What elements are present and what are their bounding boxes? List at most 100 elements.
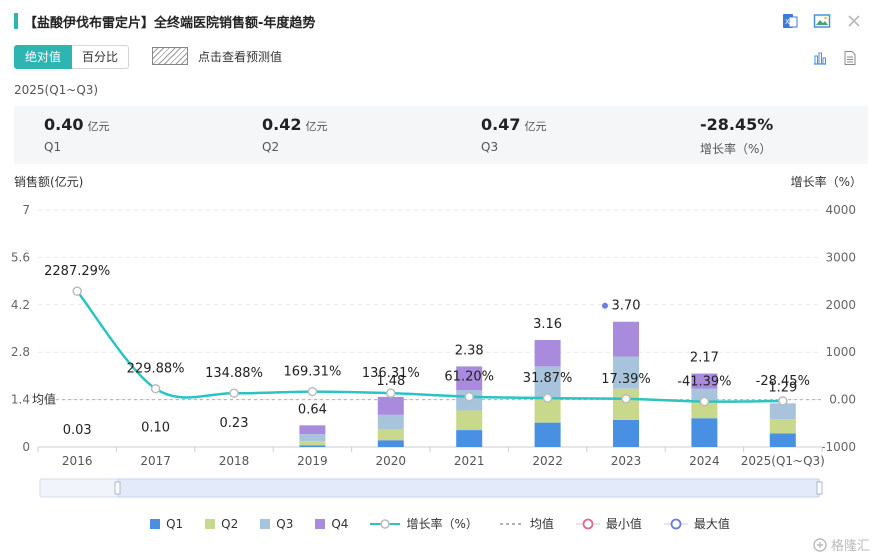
bar-total-label: 2.17 bbox=[690, 351, 719, 366]
title-accent bbox=[14, 13, 18, 29]
bar-total-label: 1.48 bbox=[376, 374, 405, 389]
bar-segment-q4 bbox=[377, 396, 404, 415]
bar-segment-q1 bbox=[534, 422, 561, 447]
y-tick-label: 5.6 bbox=[11, 250, 30, 264]
legend-symbol bbox=[370, 518, 401, 530]
growth-point bbox=[307, 386, 318, 397]
bar-chart-icon[interactable] bbox=[810, 48, 830, 68]
bar-total-label: 2.38 bbox=[455, 343, 484, 358]
page-title: 【盐酸伊伐布雷定片】全终端医院销售额-年度趋势 bbox=[24, 16, 316, 31]
legend-label: 均值 bbox=[529, 517, 554, 531]
legend-item-q1[interactable]: Q1 bbox=[150, 515, 183, 532]
growth-label: -41.39% bbox=[677, 375, 731, 390]
summary-label: Q2 bbox=[262, 140, 280, 154]
bar-segment-q4 bbox=[691, 373, 718, 389]
growth-label: 134.88% bbox=[205, 366, 263, 381]
summary-label: Q1 bbox=[44, 140, 62, 154]
x-tick-label: 2025(Q1~Q3) bbox=[741, 454, 825, 468]
bar-total-label: 0.64 bbox=[298, 402, 327, 417]
bar-segment-q1 bbox=[377, 440, 404, 447]
legend-label: 最小值 bbox=[605, 517, 642, 531]
bar-total-label: 1.29 bbox=[768, 380, 797, 395]
y-tick-right-label: 3000 bbox=[825, 250, 856, 264]
summary-q2: 0.42 亿元 Q2 bbox=[262, 115, 327, 154]
forecast-label: 点击查看预测值 bbox=[198, 49, 283, 64]
x-tick-label: 2018 bbox=[219, 454, 250, 468]
legend-item-q2[interactable]: Q2 bbox=[205, 515, 238, 532]
y-tick-label: 7 bbox=[22, 203, 30, 217]
bar-segment-q4 bbox=[456, 366, 483, 391]
bar-segment-q3 bbox=[613, 356, 639, 389]
y-tick-label: 4.2 bbox=[11, 298, 30, 312]
bar-segment-q2 bbox=[299, 441, 326, 446]
bar-total-label: 0.10 bbox=[141, 421, 170, 436]
bar-segment-q2 bbox=[456, 410, 483, 431]
bar-segment-q2 bbox=[613, 388, 639, 420]
legend-label: Q2 bbox=[221, 516, 239, 531]
range-slider-window bbox=[117, 478, 819, 498]
bar-segment-q1 bbox=[691, 418, 718, 447]
close-icon[interactable] bbox=[844, 11, 864, 31]
x-tick-label: 2019 bbox=[297, 454, 328, 468]
bar-segment-q1 bbox=[299, 445, 326, 447]
bar-segment-q2 bbox=[691, 401, 718, 419]
growth-point bbox=[386, 388, 396, 398]
legend-item-q4[interactable]: Q4 bbox=[315, 515, 348, 532]
y-tick-label: 1.4 bbox=[11, 393, 30, 407]
growth-label: 61.20% bbox=[444, 370, 494, 385]
watermark-logo-icon bbox=[813, 537, 827, 552]
table-icon[interactable] bbox=[840, 48, 860, 68]
absolute-value-tab[interactable]: 绝对值 bbox=[14, 45, 73, 69]
growth-point bbox=[699, 396, 710, 407]
legend-item-growth[interactable]: 增长率（%） bbox=[370, 515, 478, 532]
bar-segment-q1 bbox=[769, 433, 796, 447]
growth-label: 17.39% bbox=[601, 372, 651, 387]
image-icon[interactable] bbox=[812, 11, 832, 31]
excel-icon[interactable]: X bbox=[780, 11, 800, 31]
bar-segment-q2 bbox=[377, 429, 404, 441]
svg-text:X: X bbox=[785, 18, 790, 26]
y-tick-right-label: -1000 bbox=[821, 440, 856, 454]
summary-unit: 亿元 bbox=[305, 120, 328, 133]
forecast-toggle[interactable]: 点击查看预测值 bbox=[152, 47, 282, 65]
summary-value: 0.40 bbox=[44, 115, 84, 134]
legend-symbol bbox=[663, 518, 688, 530]
legend-label: Q4 bbox=[331, 516, 349, 531]
legend-symbol bbox=[205, 518, 216, 529]
y-tick-right-label: 2000 bbox=[825, 298, 856, 312]
growth-point bbox=[621, 394, 631, 404]
legend-item-min[interactable]: 最小值 bbox=[575, 515, 642, 532]
summary-q3: 0.47 亿元 Q3 bbox=[481, 115, 546, 154]
growth-point bbox=[464, 391, 474, 402]
y-axis-title: 销售额(亿元) bbox=[14, 174, 83, 189]
summary-value: 0.42 bbox=[262, 115, 302, 134]
bar-total-label: 0.23 bbox=[220, 416, 249, 431]
summary-growth: -28.45% 增长率（%） bbox=[700, 115, 773, 157]
y-tick-right-label: 0.00 bbox=[829, 393, 856, 407]
bar-segment-q1 bbox=[456, 430, 483, 447]
bar-total-label: 3.70 bbox=[612, 299, 641, 314]
growth-point bbox=[72, 286, 82, 296]
percentage-tab[interactable]: 百分比 bbox=[72, 45, 130, 69]
legend-item-q3[interactable]: Q3 bbox=[260, 515, 293, 532]
summary-value: -28.45% bbox=[700, 115, 774, 134]
value-mode-toggle: 绝对值 百分比 bbox=[14, 45, 130, 69]
legend-symbol bbox=[260, 518, 271, 529]
summary-label: Q3 bbox=[481, 140, 499, 154]
x-tick-label: 2022 bbox=[532, 454, 563, 468]
legend-symbol bbox=[150, 518, 161, 529]
watermark: 格隆汇 bbox=[813, 535, 870, 554]
bar-total-label: 3.16 bbox=[533, 317, 562, 332]
mean-label: 均值 bbox=[32, 392, 56, 407]
bar-segment-q4 bbox=[534, 340, 561, 367]
forecast-hatch-swatch bbox=[152, 47, 188, 65]
y-axis-right-title: 增长率（%） bbox=[791, 174, 862, 189]
y-tick-label: 2.8 bbox=[11, 345, 30, 359]
growth-label: 2287.29% bbox=[44, 264, 110, 279]
bar-segment-q3 bbox=[769, 403, 796, 420]
legend-item-mean[interactable]: 均值 bbox=[499, 515, 554, 532]
legend-item-max[interactable]: 最大值 bbox=[663, 515, 730, 532]
growth-point bbox=[150, 383, 161, 394]
bar-segment-q3 bbox=[377, 414, 404, 430]
bar-segment-q3 bbox=[299, 434, 326, 442]
